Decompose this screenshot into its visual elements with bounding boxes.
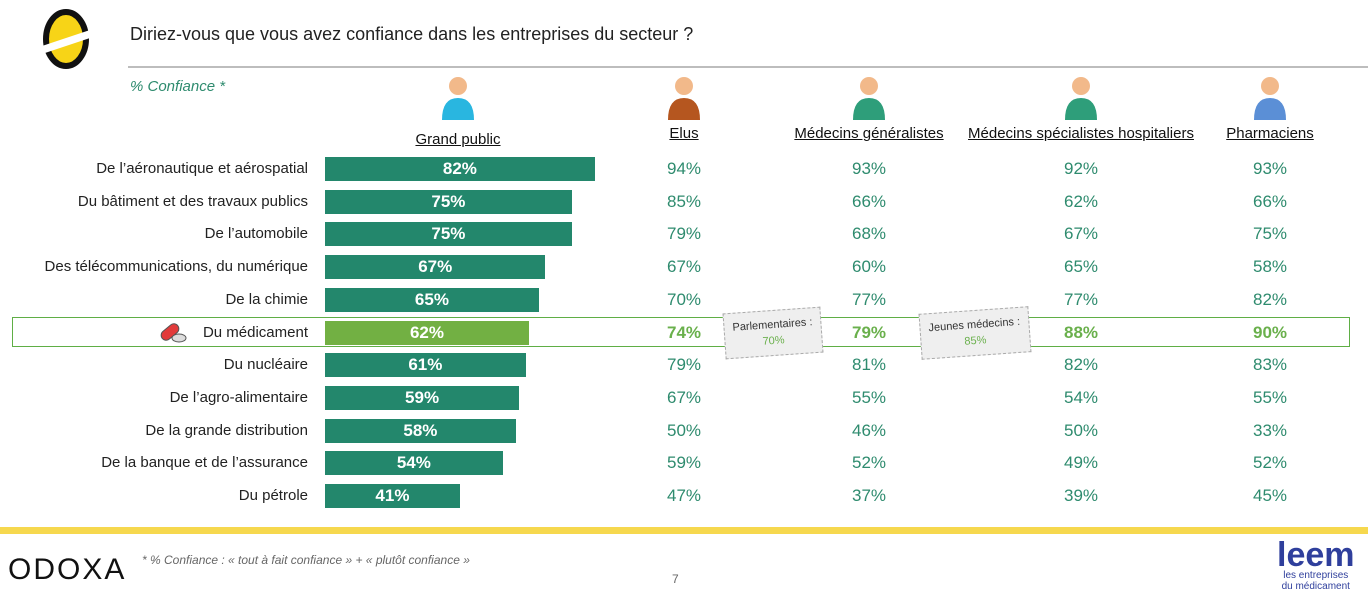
highlight-row-box — [12, 317, 1350, 347]
value-cell: 55% — [851, 387, 887, 407]
row-label: De la grande distribution — [145, 421, 308, 439]
leem-tagline: du médicament — [1281, 581, 1350, 592]
row-label: De l’aéronautique et aérospatial — [96, 160, 308, 177]
value-cell: 49% — [1063, 453, 1099, 473]
bar: 61% — [325, 353, 526, 378]
value-cell: 47% — [666, 486, 702, 505]
column-header: Grand public — [415, 131, 501, 148]
annotation-jeunes-medecins: Jeunes médecins : 85% — [918, 306, 1032, 360]
value-cell: 82% — [1063, 355, 1099, 375]
value-cell: 81% — [851, 355, 887, 375]
value-cell: 93% — [851, 159, 887, 178]
bar: 75% — [325, 189, 572, 214]
bar: 82% — [325, 157, 595, 181]
value-cell: 66% — [851, 191, 887, 211]
footnote: * % Confiance : « tout à fait confiance … — [142, 553, 470, 567]
subtitle: % Confiance * — [130, 78, 226, 95]
bar: 62% — [325, 320, 529, 345]
column-header: Pharmaciens — [1226, 125, 1314, 142]
value-cell: 54% — [1063, 387, 1099, 407]
value-cell: 52% — [851, 453, 887, 473]
politician-icon — [664, 74, 704, 120]
value-cell: 37% — [851, 486, 887, 505]
value-cell: 77% — [851, 289, 887, 309]
value-cell: 58% — [1252, 257, 1288, 277]
value-cell: 33% — [1252, 420, 1288, 440]
bar: 59% — [325, 385, 520, 410]
leem-tagline: les entreprises — [1283, 570, 1349, 581]
value-cell: 70% — [666, 289, 702, 309]
value-cell: 67% — [1063, 224, 1099, 244]
value-cell: 83% — [1252, 355, 1288, 375]
value-cell: 50% — [1063, 420, 1099, 440]
column-header: Elus — [669, 125, 699, 142]
leem-logo: leem les entreprises du médicament — [1277, 536, 1355, 592]
bar: 54% — [325, 451, 503, 476]
value-cell: 85% — [666, 191, 702, 211]
value-cell: 67% — [666, 387, 702, 407]
row-label: De l’automobile — [204, 225, 308, 243]
value-cell: 45% — [1252, 486, 1288, 505]
value-cell: 59% — [666, 453, 702, 473]
value-cell: 62% — [1063, 191, 1099, 211]
odoxa-emblem-icon — [42, 9, 90, 69]
row-label: De la chimie — [225, 290, 308, 308]
row-label: Du bâtiment et des travaux publics — [77, 192, 308, 210]
value-cell: 88% — [1063, 322, 1099, 342]
value-cell: 90% — [1252, 322, 1288, 342]
value-cell: 82% — [1252, 289, 1288, 309]
value-cell: 75% — [1252, 224, 1288, 244]
divider — [128, 66, 1368, 68]
row-label: De la banque et de l’assurance — [101, 454, 308, 472]
doctor-icon — [849, 74, 889, 120]
value-cell: 92% — [1063, 159, 1099, 178]
leem-wordmark: leem — [1277, 536, 1355, 574]
value-cell: 77% — [1063, 289, 1099, 309]
bar: 65% — [325, 287, 539, 312]
value-cell: 55% — [1252, 387, 1288, 407]
value-cell: 65% — [1063, 257, 1099, 277]
value-cell: 68% — [851, 224, 887, 244]
page-number: 7 — [672, 572, 679, 586]
value-cell: 60% — [851, 257, 887, 277]
surgeon-icon — [1061, 74, 1101, 120]
row-label: Des télécommunications, du numérique — [44, 258, 308, 276]
row-label: Du nucléaire — [223, 356, 308, 374]
value-cell: 74% — [666, 322, 702, 342]
value-cell: 79% — [851, 322, 887, 342]
value-cell: 93% — [1252, 159, 1288, 178]
odoxa-logo: ODOXA — [8, 553, 127, 586]
bar: 41% — [325, 484, 460, 508]
pill-icon — [158, 321, 188, 350]
page-title: Diriez-vous que vous avez confiance dans… — [130, 24, 694, 44]
value-cell: 39% — [1063, 486, 1099, 505]
value-cell: 94% — [666, 159, 702, 178]
row-label: Du médicament — [202, 323, 308, 341]
value-cell: 50% — [666, 420, 702, 440]
column-header: Médecins spécialistes hospitaliers — [968, 125, 1194, 142]
bar: 58% — [325, 418, 516, 443]
value-cell: 66% — [1252, 191, 1288, 211]
row-label: De l’agro-alimentaire — [169, 388, 308, 406]
value-cell: 67% — [666, 257, 702, 277]
value-cell: 46% — [851, 420, 887, 440]
value-cell: 52% — [1252, 453, 1288, 473]
value-cell: 79% — [666, 224, 702, 244]
row-label: Du pétrole — [238, 487, 308, 504]
group-people-icon — [438, 74, 478, 120]
bar: 75% — [325, 222, 572, 247]
footer-band — [0, 527, 1368, 534]
column-header: Médecins généralistes — [794, 125, 944, 142]
annotation-parlementaires: Parlementaires : 70% — [722, 306, 824, 360]
bar: 67% — [325, 255, 546, 280]
value-cell: 79% — [666, 355, 702, 375]
pharmacist-icon — [1250, 74, 1290, 120]
